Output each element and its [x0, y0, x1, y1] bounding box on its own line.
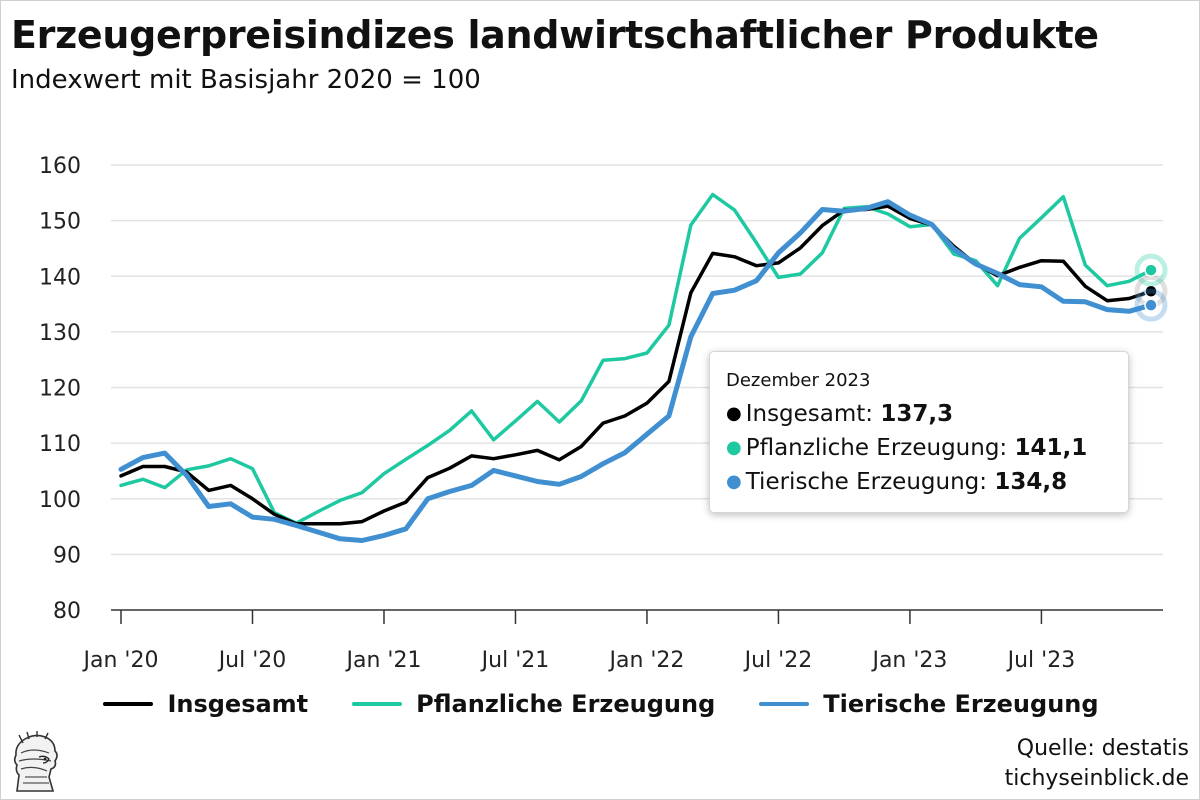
tooltip-value: 137,3 — [880, 401, 954, 427]
source-label: Quelle: destatis — [1016, 736, 1189, 761]
hover-marker-point — [1144, 298, 1158, 312]
x-tick-label: Jan '22 — [607, 648, 684, 673]
minerva-head-logo-icon — [13, 731, 58, 792]
y-tick-label: 100 — [39, 488, 81, 513]
tooltip-dot-icon: ● — [726, 471, 742, 492]
tooltip-dot-icon: ● — [726, 403, 742, 424]
y-tick-label: 110 — [39, 432, 81, 457]
x-tick-label: Jul '23 — [1006, 648, 1076, 673]
legend-label: Insgesamt — [167, 690, 309, 718]
y-tick-label: 160 — [39, 154, 81, 179]
legend-swatch — [759, 702, 810, 706]
x-tick-label: Jul '20 — [217, 648, 287, 673]
hover-marker-halo — [1134, 253, 1168, 287]
hover-marker-point — [1144, 284, 1158, 299]
y-tick-label: 120 — [39, 377, 81, 402]
chart-subtitle: Indexwert mit Basisjahr 2020 = 100 — [11, 65, 481, 95]
tooltip: Dezember 2023 ● Insgesamt: 137,3 ● Pflanzl… — [709, 351, 1129, 513]
y-axis-tick-labels: 80 90 100 110 120 130 140 150 160 — [39, 154, 81, 624]
x-tick-label: Jul '21 — [480, 648, 550, 673]
y-tick-label: 130 — [39, 321, 81, 346]
hover-markers — [1134, 253, 1168, 322]
x-tick-label: Jul '22 — [743, 648, 813, 673]
x-tick-label: Jan '23 — [870, 648, 947, 673]
hover-marker-halo — [1134, 288, 1168, 322]
x-tick-label: Jan '21 — [345, 648, 422, 673]
tooltip-header: Dezember 2023 — [726, 370, 871, 391]
y-tick-label: 150 — [39, 210, 81, 235]
legend-item-insgesamt[interactable]: Insgesamt — [103, 690, 308, 718]
tooltip-label: Pflanzliche Erzeugung: — [745, 435, 1015, 461]
tooltip-value: 141,1 — [1014, 435, 1088, 461]
legend-label: Pflanzliche Erzeugung — [416, 690, 716, 718]
site-label: tichyseinblick.de — [1004, 766, 1189, 791]
tooltip-row-tierische: ● Tierische Erzeugung: 134,8 — [726, 465, 1112, 499]
tooltip-row-insgesamt: ● Insgesamt: 137,3 — [726, 397, 1112, 431]
legend: Insgesamt Pflanzliche Erzeugung Tierisch… — [1, 684, 1199, 724]
source-note: Quelle: destatis tichyseinblick.de — [1005, 734, 1189, 794]
tooltip-label: Tierische Erzeugung: — [745, 469, 995, 495]
hover-marker-point — [1144, 263, 1158, 277]
legend-label: Tierische Erzeugung — [823, 690, 1099, 718]
legend-swatch — [103, 702, 154, 706]
x-axis-ticks: Jan '20 Jul '20 Jan '21 Jul '21 Jan '22 Jul '… — [82, 610, 1076, 673]
y-tick-label: 80 — [53, 599, 81, 624]
legend-swatch — [352, 702, 403, 706]
y-tick-label: 140 — [39, 265, 81, 290]
legend-item-tierische[interactable]: Tierische Erzeugung — [759, 690, 1099, 718]
chart-title: Erzeugerpreisindizes landwirtschaftliche… — [11, 13, 1099, 57]
legend-item-pflanzliche[interactable]: Pflanzliche Erzeugung — [352, 690, 715, 718]
tooltip-dot-icon: ● — [726, 437, 742, 458]
series-line-tierische — [118, 199, 1154, 543]
tooltip-label: Insgesamt: — [745, 401, 881, 427]
y-tick-label: 90 — [53, 543, 81, 568]
tooltip-value: 134,8 — [994, 469, 1068, 495]
series-lines — [118, 192, 1154, 543]
tooltip-row-pflanzliche: ● Pflanzliche Erzeugung: 141,1 — [726, 431, 1112, 465]
x-tick-label: Jan '20 — [82, 648, 159, 673]
